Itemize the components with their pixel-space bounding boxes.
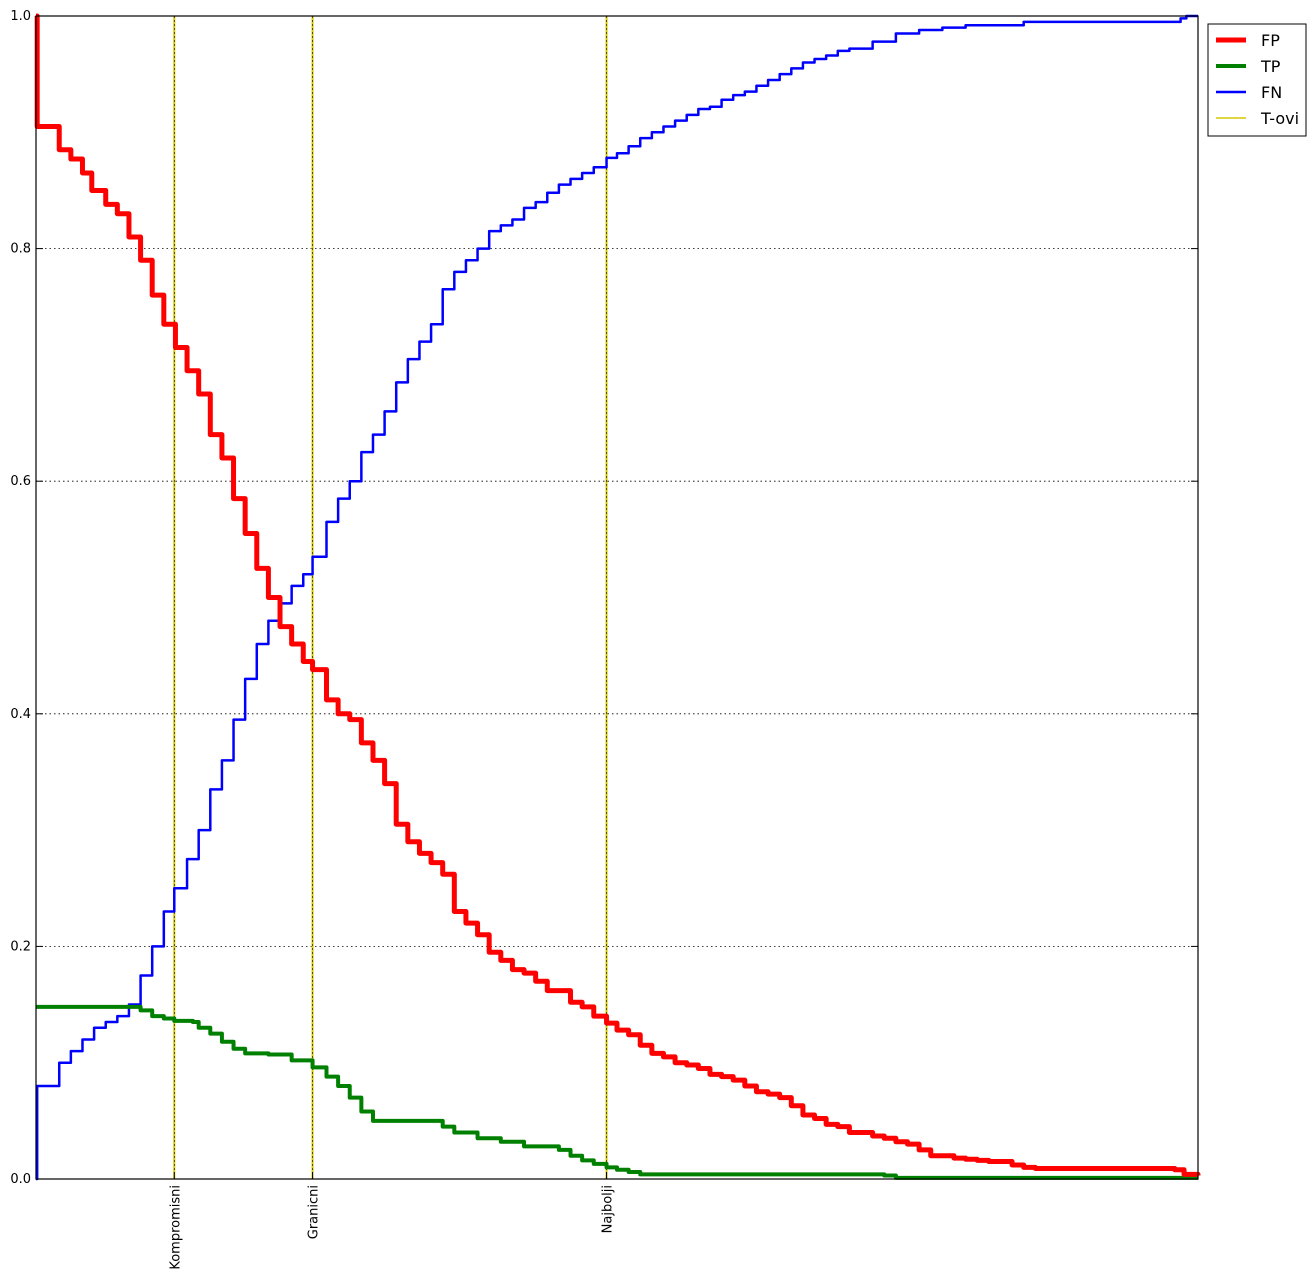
series-line-fp xyxy=(34,13,1201,1177)
legend-label: TP xyxy=(1260,57,1281,76)
legend: FP TP FN T-ovi xyxy=(1207,23,1307,137)
grid-layer xyxy=(36,248,1198,947)
threshold-label: Kompromisni xyxy=(168,1185,183,1270)
threshold-label: Najbolji xyxy=(601,1185,616,1233)
threshold-label: Granicni xyxy=(307,1185,322,1239)
series-line-fn xyxy=(35,14,1198,1181)
plot-frame xyxy=(35,15,1199,1180)
legend-label: FN xyxy=(1261,83,1282,102)
y-tick-label: 0.8 xyxy=(10,242,31,257)
y-tick-label: 0.4 xyxy=(10,707,31,722)
plot-background xyxy=(36,16,1198,1179)
threshold-lines: Kompromisni Granicni Najbolji xyxy=(168,16,616,1270)
y-tick-label: 1.0 xyxy=(10,9,31,24)
legend-label: T-ovi xyxy=(1260,109,1299,128)
y-tick-label: 0.2 xyxy=(10,939,31,954)
y-tick-label: 0.6 xyxy=(10,474,31,489)
y-tick-label: 0.0 xyxy=(10,1172,31,1187)
series-line-tp xyxy=(36,1004,1198,1180)
series-layer xyxy=(34,13,1201,1181)
legend-label: FP xyxy=(1261,31,1280,50)
